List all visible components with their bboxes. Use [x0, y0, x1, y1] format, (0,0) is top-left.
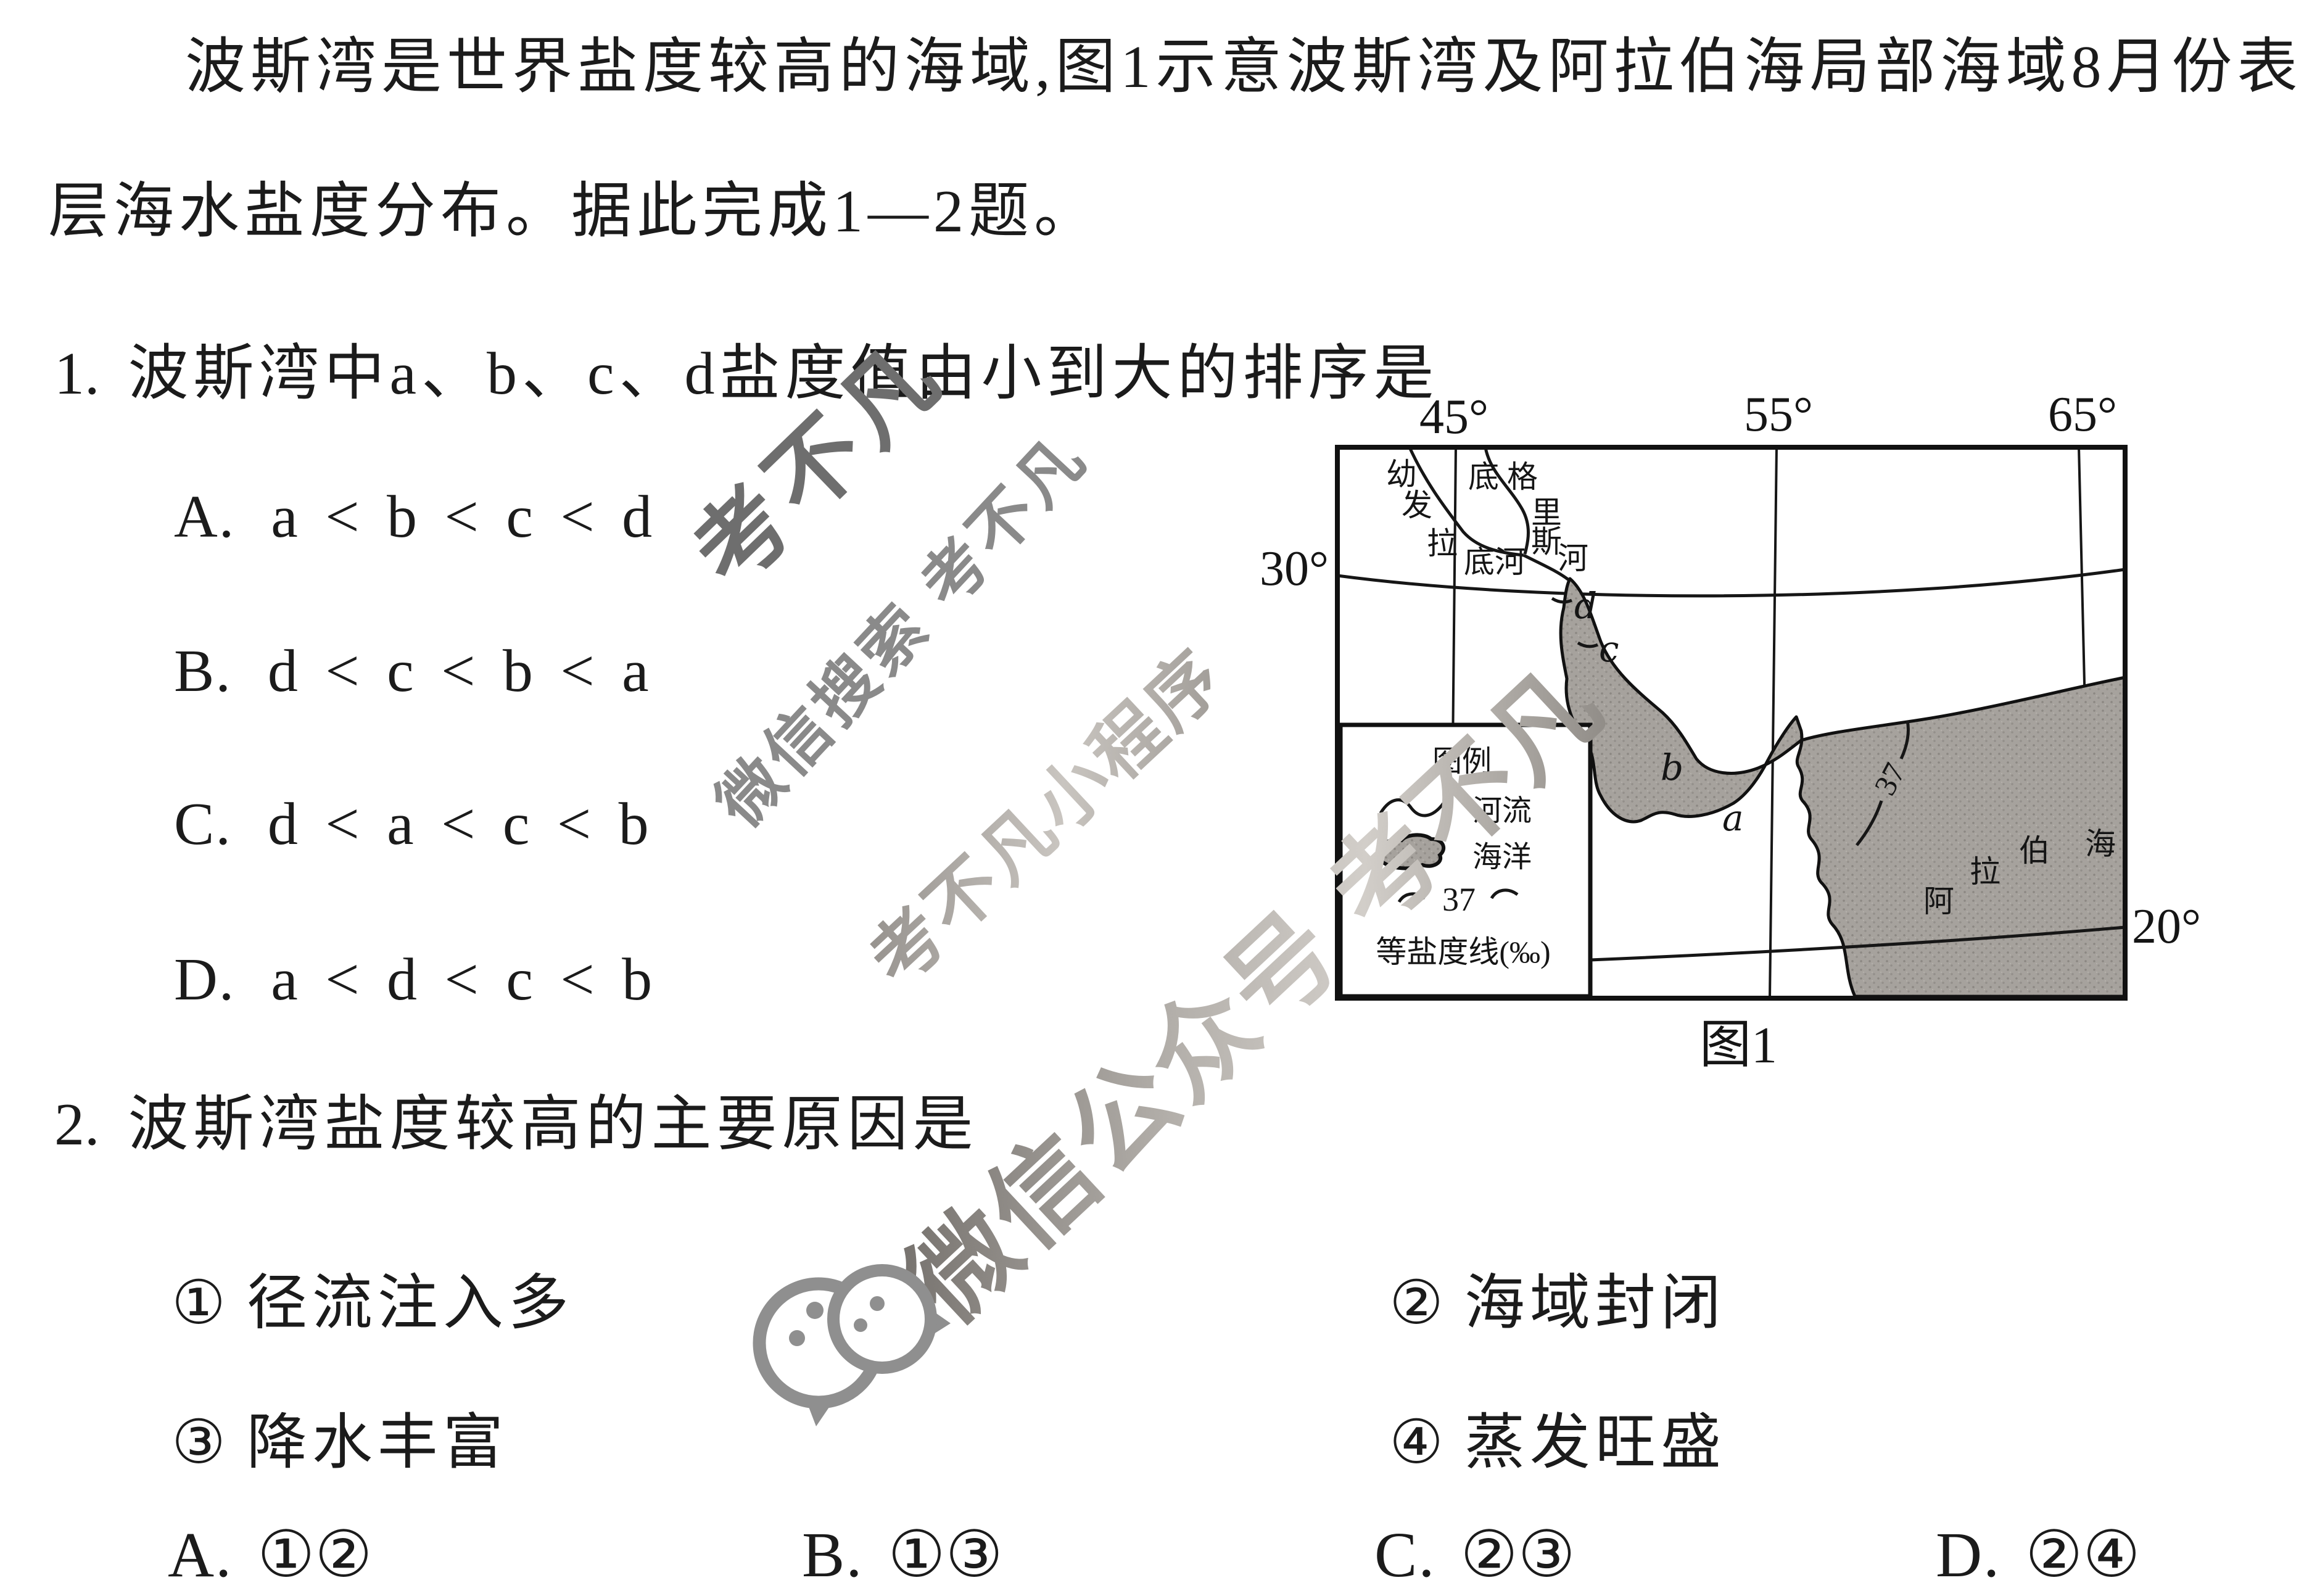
q2-reason-1-label: ①: [171, 1268, 231, 1338]
isoline-37-segment-lower: [1856, 800, 1883, 846]
question-1-number: 1.: [54, 341, 100, 407]
q1-option-b-text: d < c < b < a: [267, 638, 655, 705]
question-1-stem: 1. 波斯湾中a、b、c、d盐度值由小到大的排序是: [54, 324, 1439, 411]
sea-name-char-1: 阿: [1923, 884, 1954, 919]
legend-isoline-squiggle-left: [1397, 892, 1426, 903]
figure-caption: 图1: [1699, 1017, 1777, 1074]
isoline-stub-c: [1577, 641, 1599, 648]
q2-option-d: D. ②④: [1936, 1516, 2141, 1592]
q2-reason-3: ③ 降水丰富: [171, 1393, 508, 1481]
q2-reason-3-label: ③: [171, 1407, 231, 1478]
wechat-small-bubble: [827, 1264, 937, 1374]
tigris-char-2: 格: [1507, 460, 1538, 494]
isoline-stub-d: [1551, 597, 1573, 604]
q2-option-c-label: C.: [1374, 1520, 1436, 1590]
euphrates-char-3: 拉: [1427, 526, 1458, 561]
q2-option-b: B. ①③: [802, 1516, 1003, 1592]
map-figure: 37 45° 55° 65° 30° 20° 幼 发 拉 底 河 底 格 里 斯…: [1260, 389, 2201, 1074]
isoline-37-segment-upper: [1899, 720, 1910, 760]
watermark-wechat-search: 微信搜索 考不凡: [703, 421, 1102, 840]
legend-ocean-label: 海洋: [1472, 841, 1532, 874]
q2-option-b-label: B.: [802, 1520, 864, 1590]
sea-name-char-3: 伯: [2019, 833, 2050, 868]
lon-label-65: 65°: [2048, 389, 2117, 442]
q2-reason-4-text: 蒸发旺盛: [1464, 1410, 1726, 1476]
q1-option-d-text: a < d < c < b: [271, 946, 659, 1013]
tigris-char-3: 里: [1531, 495, 1562, 530]
sea-name-char-2: 拉: [1970, 854, 2001, 889]
q2-reason-4: ④ 蒸发旺盛: [1389, 1393, 1726, 1481]
legend-isoline-value: 37: [1442, 881, 1476, 918]
question-1-text: 波斯湾中a、b、c、d盐度值由小到大的排序是: [128, 341, 1439, 407]
persian-gulf-arabian-sea: [1559, 577, 2127, 998]
meridian-55-line: [1769, 447, 1778, 999]
q1-option-d: D. a < d < c < b: [174, 945, 658, 1014]
point-a-label: a: [1722, 797, 1744, 839]
wechat-small-bubble-eye: [854, 1318, 867, 1332]
q2-reason-1-text: 径流注入多: [246, 1270, 574, 1337]
q2-option-c-text: ②③: [1460, 1516, 1575, 1592]
q2-option-a-label: A.: [168, 1520, 233, 1590]
intro-line-1: 波斯湾是世界盐度较高的海域,图1示意波斯湾及阿拉伯海局部海域8月份表: [185, 34, 2303, 101]
lat-label-20: 20°: [2132, 899, 2201, 954]
wechat-small-bubble-eye: [870, 1296, 885, 1311]
river-tigris: [1484, 447, 1530, 555]
point-d-label: d: [1574, 585, 1597, 627]
euphrates-char-5: 河: [1495, 545, 1526, 579]
q2-option-d-text: ②④: [2025, 1516, 2141, 1592]
tigris-char-5: 河: [1558, 541, 1588, 576]
q2-reason-2: ② 海域封闭: [1389, 1254, 1726, 1341]
legend-title: 图例: [1432, 745, 1492, 778]
legend-river-label: 河流: [1472, 795, 1532, 827]
euphrates-char-2: 发: [1402, 488, 1432, 523]
parallel-20-line: [1590, 925, 2126, 962]
watermark-mini-program: 考不凡小程序: [842, 621, 1243, 1005]
legend-isoline-squiggle-right: [1490, 888, 1519, 899]
euphrates-char-1: 幼: [1386, 457, 1417, 492]
q1-option-c-label: C.: [174, 791, 232, 858]
legend-ocean-symbol: [1376, 833, 1446, 870]
q2-option-a: A. ①②: [168, 1516, 373, 1592]
lat-label-30: 30°: [1260, 542, 1329, 596]
q1-option-a-text: a < b < c < d: [271, 484, 659, 550]
river-shatt-al-arab: [1522, 553, 1570, 581]
wechat-big-bubble-eye: [806, 1302, 824, 1319]
q1-option-a-label: A.: [174, 484, 236, 550]
q2-option-b-text: ①③: [888, 1516, 1003, 1592]
q1-option-b: B. d < c < b < a: [174, 637, 655, 706]
q2-reason-2-text: 海域封闭: [1464, 1270, 1726, 1337]
sea-name-char-4: 海: [2085, 827, 2116, 861]
q1-option-d-label: D.: [174, 946, 236, 1013]
q2-reason-2-label: ②: [1389, 1268, 1448, 1338]
euphrates-char-4: 底: [1464, 545, 1495, 579]
q2-option-d-label: D.: [1936, 1520, 2001, 1590]
wechat-logo-icon: [753, 1264, 951, 1426]
tigris-char-4: 斯: [1531, 524, 1562, 559]
q1-option-b-label: B.: [174, 638, 232, 705]
q2-reason-3-text: 降水丰富: [246, 1410, 508, 1476]
point-c-label: c: [1599, 628, 1619, 670]
river-euphrates: [1408, 446, 1524, 557]
q2-reason-4-label: ④: [1389, 1407, 1448, 1478]
question-2-text: 波斯湾盐度较高的主要原因是: [128, 1091, 978, 1158]
wechat-big-bubble-eye: [789, 1330, 805, 1346]
q2-option-c: C. ②③: [1374, 1516, 1575, 1592]
q2-option-a-text: ①②: [257, 1516, 373, 1592]
q1-option-c: C. d < a < c < b: [174, 790, 655, 859]
lon-label-55: 55°: [1744, 389, 1813, 442]
lon-label-45: 45°: [1419, 390, 1489, 444]
q1-option-c-text: d < a < c < b: [267, 791, 655, 858]
q2-reason-1: ① 径流注入多: [171, 1254, 574, 1341]
map-frame: [1335, 445, 2128, 1001]
legend-river-symbol: [1379, 798, 1445, 817]
tigris-char-1: 底: [1468, 460, 1499, 494]
legend-isoline-label: 等盐度线(‰): [1376, 935, 1550, 969]
question-2-number: 2.: [54, 1091, 100, 1158]
intro-line-2: 层海水盐度分布。据此完成1—2题。: [48, 178, 1100, 245]
q1-option-a: A. a < b < c < d: [174, 482, 658, 552]
point-b-label: b: [1661, 746, 1683, 788]
question-2-stem: 2. 波斯湾盐度较高的主要原因是: [54, 1075, 978, 1162]
parallel-30-line: [1337, 568, 2126, 598]
